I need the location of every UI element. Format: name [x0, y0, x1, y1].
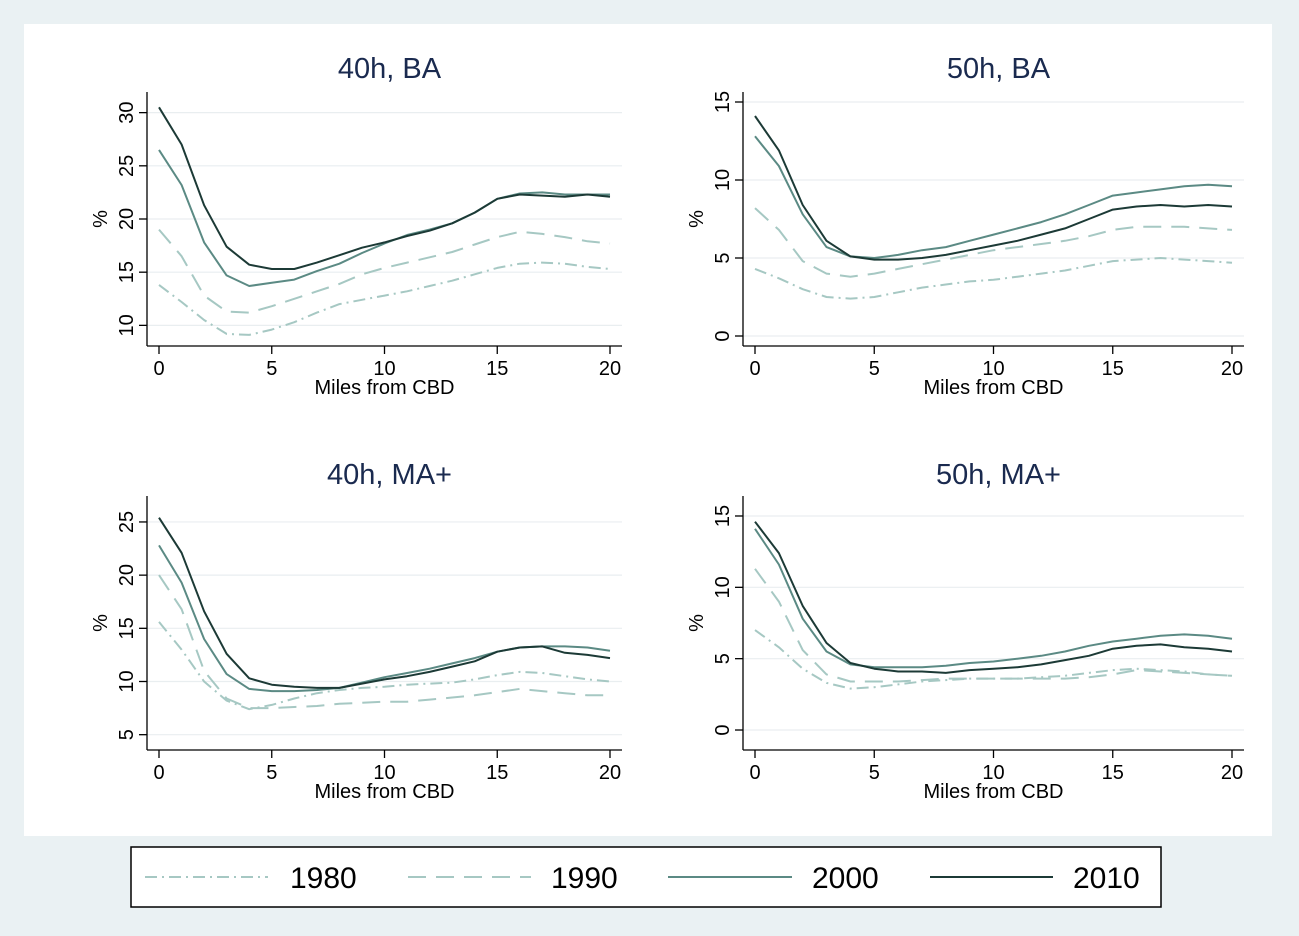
legend-label-1990: 1990 [551, 862, 618, 895]
y-axis-label: % [90, 614, 112, 632]
x-tick-label: 0 [153, 762, 164, 784]
x-tick-label: 5 [266, 762, 277, 784]
series-line-2000 [754, 528, 1233, 669]
series-line-2010 [158, 517, 611, 689]
panel-title: 50h, MA+ [936, 459, 1061, 491]
legend: 1980 1990 2000 2010 [130, 846, 1162, 908]
x-tick-label: 15 [1102, 762, 1124, 784]
y-tick-label: 5 [712, 653, 734, 664]
y-tick-label: 10 [712, 576, 734, 598]
panels: 10 15 20 25 30 0 5 10 15 20 40h, BA Miles from CBD%… [90, 53, 1244, 803]
y-tick-label: 5 [116, 729, 138, 740]
y-tick-label: 30 [116, 102, 138, 124]
y-tick-label: 10 [116, 670, 138, 692]
y-tick-label: 15 [116, 617, 138, 639]
x-tick-label: 15 [1102, 358, 1124, 380]
y-tick-label: 15 [712, 505, 734, 527]
x-tick-label: 5 [869, 358, 880, 380]
x-axis-label: Miles from CBD [314, 781, 454, 803]
y-tick-label: 20 [116, 208, 138, 230]
x-tick-label: 15 [486, 762, 508, 784]
legend-label-2000: 2000 [812, 862, 879, 895]
x-tick-label: 10 [982, 358, 1004, 380]
x-tick-label: 5 [869, 762, 880, 784]
y-axis-label: % [686, 210, 708, 228]
legend-label-1980: 1980 [290, 862, 357, 895]
panel-3: 5 10 15 20 25 0 5 10 15 20 40h, MA+ Miles from CBD% [90, 459, 622, 803]
y-axis-label: % [686, 614, 708, 632]
x-tick-label: 10 [373, 358, 395, 380]
series-line-2010 [754, 521, 1233, 674]
x-tick-label: 15 [486, 358, 508, 380]
series-line-1990 [158, 228, 611, 314]
x-tick-label: 0 [153, 358, 164, 380]
x-tick-label: 0 [749, 762, 760, 784]
y-tick-label: 20 [116, 564, 138, 586]
panel-title: 40h, BA [338, 53, 442, 85]
y-tick-label: 0 [712, 330, 734, 341]
x-axis-label: Miles from CBD [314, 377, 454, 399]
y-tick-label: 10 [712, 169, 734, 191]
x-tick-label: 20 [599, 762, 621, 784]
x-tick-label: 20 [599, 358, 621, 380]
series-line-1980 [158, 621, 611, 711]
series-line-1980 [754, 257, 1233, 300]
legend-item-1980: 1980 [145, 862, 357, 895]
series-line-1990 [754, 207, 1233, 278]
series-line-1990 [754, 568, 1233, 683]
legend-item-1990: 1990 [408, 862, 618, 895]
x-tick-label: 10 [373, 762, 395, 784]
x-axis-label: Miles from CBD [923, 781, 1063, 803]
y-tick-label: 0 [712, 724, 734, 735]
series-line-2010 [754, 115, 1233, 261]
panel-title: 40h, MA+ [327, 459, 452, 491]
panel-title: 50h, BA [947, 53, 1051, 85]
x-axis-label: Miles from CBD [923, 377, 1063, 399]
y-tick-label: 25 [116, 155, 138, 177]
series-line-2010 [158, 106, 611, 270]
y-axis-label: % [90, 210, 112, 228]
series-line-1980 [158, 261, 611, 336]
legend-item-2010: 2010 [930, 862, 1140, 895]
y-tick-label: 5 [712, 252, 734, 263]
panel-4: 0 5 10 15 0 5 10 15 20 50h, MA+ Miles from CBD% [686, 459, 1244, 803]
series-line-2000 [158, 149, 610, 287]
panel-1: 10 15 20 25 30 0 5 10 15 20 40h, BA Miles from CBD% [90, 53, 622, 399]
legend-label-2010: 2010 [1073, 862, 1140, 895]
x-tick-label: 5 [266, 358, 277, 380]
y-tick-label: 15 [712, 91, 734, 113]
x-tick-label: 10 [982, 762, 1004, 784]
x-tick-label: 0 [749, 358, 760, 380]
y-tick-label: 25 [116, 511, 138, 533]
panel-2: 0 5 10 15 0 5 10 15 20 50h, BA Miles from CBD% [686, 53, 1244, 399]
y-tick-label: 15 [116, 261, 138, 283]
series-line-2000 [754, 135, 1233, 259]
x-tick-label: 20 [1221, 762, 1243, 784]
legend-item-2000: 2000 [668, 862, 879, 895]
y-tick-label: 10 [116, 314, 138, 336]
series-line-1990 [158, 574, 610, 710]
plot-region [24, 24, 1272, 836]
x-tick-label: 20 [1221, 358, 1243, 380]
